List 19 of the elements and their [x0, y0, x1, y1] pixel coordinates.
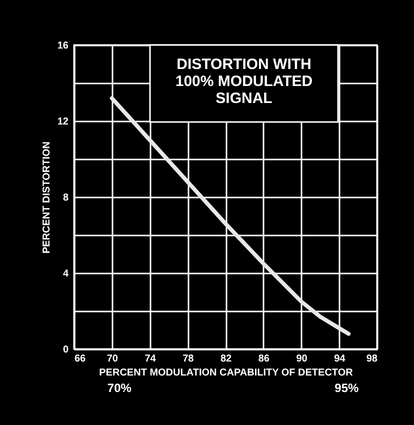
y-tick-label: 16: [57, 40, 69, 52]
x-tick-label: 78: [182, 354, 194, 364]
x-tick-label: 86: [258, 354, 270, 364]
y-tick-label: 4: [62, 268, 69, 280]
x-tick-label: 70: [106, 354, 118, 364]
x-axis-title: PERCENT MODULATION CAPABILITY OF DETECTOR: [99, 368, 354, 378]
y-tick-label: 8: [62, 192, 69, 204]
y-tick-label: 12: [57, 116, 69, 128]
x-tick-label: 82: [220, 354, 232, 364]
x-tick-label: 98: [366, 354, 378, 364]
text: 70%: [107, 381, 132, 395]
x-tick-label: 74: [144, 354, 156, 364]
x-tick-label: 94: [334, 354, 346, 364]
text: 95%: [334, 381, 360, 395]
x-tick-label: 66: [74, 354, 86, 364]
text: DISTORTION WITH 100% MODULATED SIGNAL: [175, 56, 313, 107]
x-tick-label: 90: [296, 354, 308, 364]
y-tick-label: 0: [62, 344, 69, 356]
y-axis-title: PERCENT DISTORTION: [41, 141, 52, 254]
